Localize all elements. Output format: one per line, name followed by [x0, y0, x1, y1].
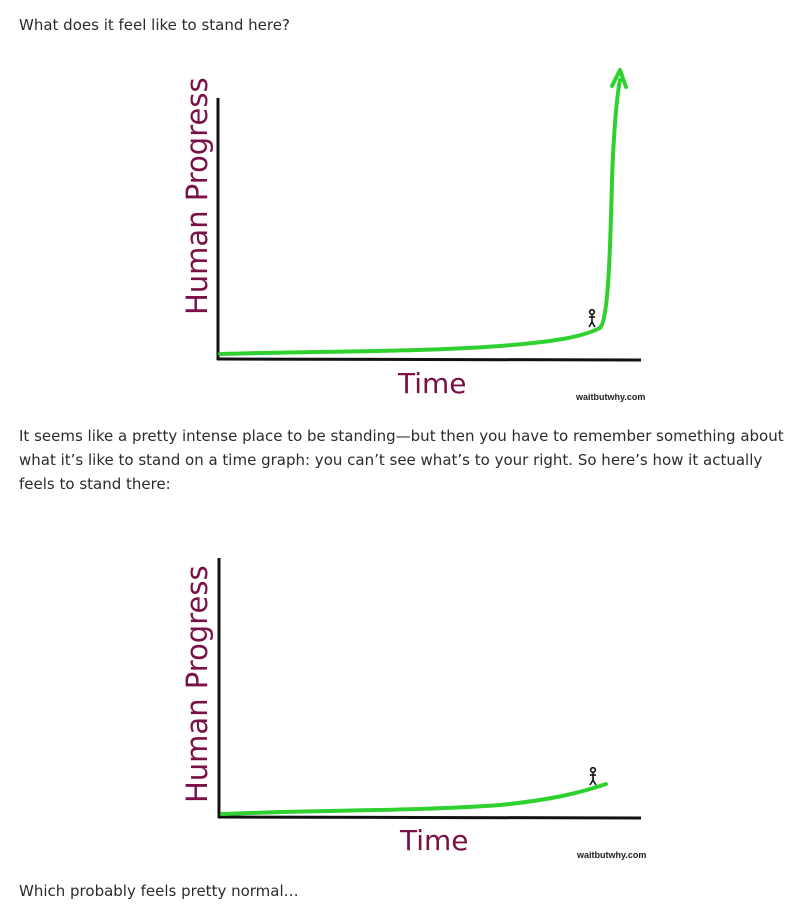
x-axis	[216, 357, 642, 362]
x-axis-label: Time	[400, 824, 469, 857]
progress-chart-cropped: Human Progress Time waitbutwhy.com	[170, 548, 660, 868]
progress-curve	[220, 782, 608, 816]
credit-text: waitbutwhy.com	[577, 850, 647, 860]
stick-figure	[588, 308, 596, 328]
arrowhead	[610, 68, 628, 89]
credit-text: waitbutwhy.com	[576, 392, 646, 402]
stick-figure	[589, 766, 597, 786]
paragraph-outro: Which probably feels pretty normal…	[19, 882, 299, 900]
chart-svg	[216, 68, 642, 362]
paragraph-intro: What does it feel like to stand here?	[19, 16, 290, 34]
paragraph-middle: It seems like a pretty intense place to …	[19, 427, 784, 493]
x-axis-label: Time	[398, 367, 467, 400]
chart-svg	[217, 558, 642, 820]
progress-curve	[218, 78, 622, 356]
x-axis	[217, 815, 642, 820]
progress-chart-full: Human Progress Time waitbutwhy.com	[170, 60, 660, 415]
